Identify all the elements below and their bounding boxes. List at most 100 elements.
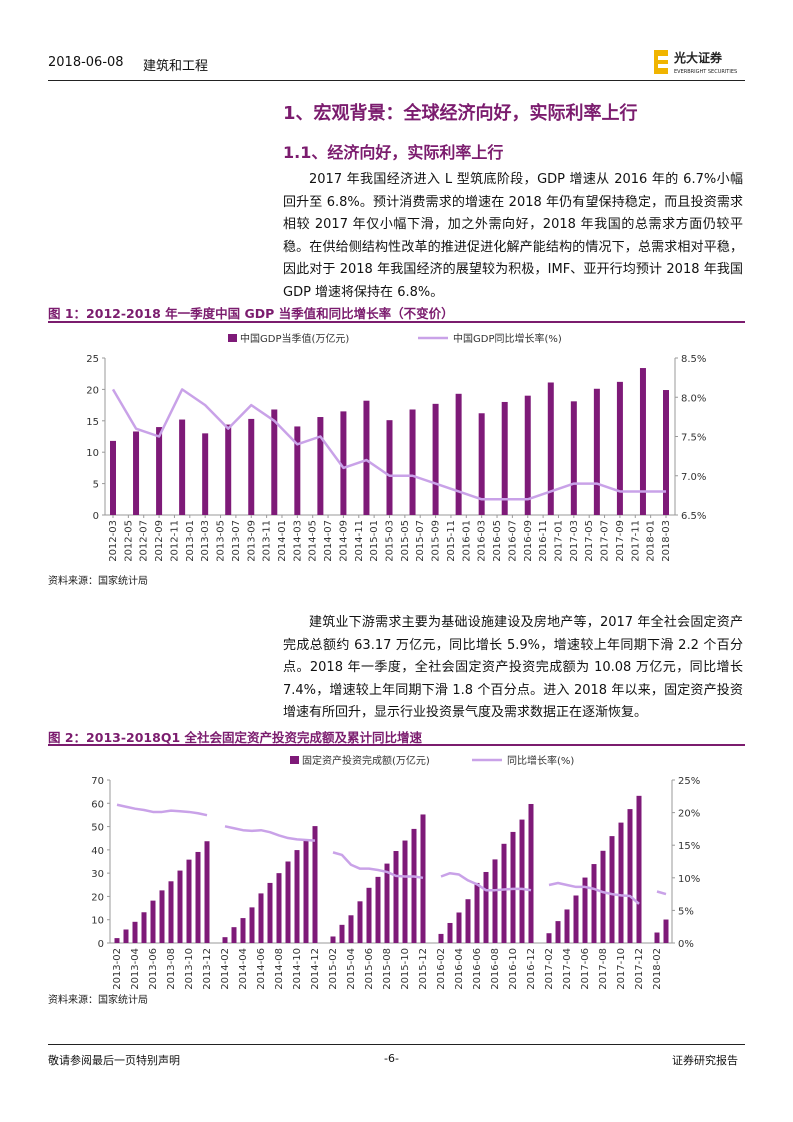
figure-source: 资料来源：国家统计局 [48, 995, 148, 1006]
x-tick-label: 2016-02 [436, 948, 447, 990]
sector: 建筑和工程 [143, 59, 209, 74]
bar [357, 901, 363, 943]
y-tick-label: 60 [91, 799, 104, 810]
footer-rule [48, 1044, 745, 1045]
bar [524, 395, 531, 515]
bar [240, 918, 246, 943]
bar [386, 420, 393, 515]
line-series [440, 871, 532, 892]
x-tick-label: 2012-09 [154, 520, 165, 562]
bar [582, 877, 588, 943]
x-tick-label: 2018-02 [652, 948, 663, 990]
x-tick-label: 2015-05 [400, 520, 411, 562]
x-tick-label: 2013-02 [112, 948, 123, 990]
bar [159, 890, 165, 943]
bar [340, 411, 347, 515]
bar [573, 895, 579, 943]
bar [474, 882, 480, 943]
y-tick-label: 10 [86, 448, 99, 459]
legend-swatch [228, 334, 237, 342]
y2-tick-label: 15% [678, 841, 700, 852]
x-tick-label: 2015-07 [415, 520, 426, 562]
x-tick-label: 2017-04 [562, 948, 573, 990]
bar [110, 440, 116, 515]
y2-tick-label: 7.0% [681, 472, 706, 483]
x-tick-label: 2015-01 [369, 520, 380, 562]
bar [528, 803, 534, 943]
x-tick-label: 2015-12 [418, 948, 429, 990]
bar [141, 912, 147, 943]
bar [547, 382, 554, 515]
bar [501, 401, 508, 515]
x-tick-label: 2012-11 [169, 520, 180, 562]
y2-tick-label: 6.5% [681, 511, 706, 522]
bar [432, 403, 439, 515]
x-tick-label: 2015-09 [431, 520, 442, 562]
x-tick-label: 2016-09 [523, 520, 534, 562]
y-tick-label: 0 [93, 511, 99, 522]
x-tick-label: 2013-07 [231, 520, 242, 562]
bar [339, 924, 345, 943]
bar [519, 819, 525, 943]
x-tick-label: 2017-08 [598, 948, 609, 990]
bar [294, 850, 300, 943]
figure-source: 资料来源：国家统计局 [48, 576, 148, 587]
bar [330, 936, 336, 943]
figure-caption: 图 2：2013-2018Q1 全社会固定资产投资完成额及累计同比增速 [48, 730, 422, 745]
x-tick-label: 2013-09 [246, 520, 257, 562]
bar [411, 828, 417, 943]
line-series [224, 825, 316, 842]
bar [258, 893, 264, 943]
paragraph: 2017 年我国经济进入 L 型筑底阶段，GDP 增速从 2016 年的 6.7… [283, 172, 743, 300]
logo: 光大证券 EVERBRIGHT SECURITIES [654, 50, 737, 75]
x-tick-label: 2015-10 [400, 948, 411, 990]
bar [555, 921, 561, 943]
bar [627, 809, 633, 943]
bar [609, 836, 615, 943]
x-tick-label: 2013-11 [262, 520, 273, 562]
bar [348, 915, 354, 943]
line-series [111, 388, 666, 501]
x-tick-label: 2016-08 [490, 948, 501, 990]
x-tick-label: 2013-12 [202, 948, 213, 990]
x-tick-label: 2015-02 [328, 948, 339, 990]
disclaimer: 敬请参阅最后一页特别声明 [48, 1054, 180, 1067]
bar [317, 417, 324, 515]
x-tick-label: 2012-03 [108, 520, 119, 562]
bar [177, 870, 183, 943]
x-tick-label: 2016-04 [454, 948, 465, 990]
bar [639, 368, 646, 515]
section-heading: 1、宏观背景：全球经济向好，实际利率上行 [283, 103, 638, 124]
x-tick-label: 2013-05 [216, 520, 227, 562]
x-tick-label: 2015-06 [364, 948, 375, 990]
y-tick-label: 30 [91, 869, 104, 880]
bar [375, 876, 381, 943]
y-tick-label: 20 [91, 892, 104, 903]
legend-label: 中国GDP当季值(万亿元) [240, 332, 349, 345]
y-tick-label: 0 [98, 939, 104, 950]
paragraph: 建筑业下游需求主要为基础设施建设及房地产等，2017 年全社会固定资产完成总额约… [283, 615, 743, 720]
bar [483, 871, 489, 943]
y2-tick-label: 8.5% [681, 354, 706, 365]
bar [133, 431, 140, 515]
report-date: 2018-06-08 [48, 55, 124, 70]
x-tick-label: 2014-02 [220, 948, 231, 990]
bar [179, 419, 186, 515]
x-tick-label: 2018-03 [661, 520, 672, 562]
bar [248, 418, 255, 515]
y2-tick-label: 7.5% [681, 433, 706, 444]
x-tick-label: 2017-12 [634, 948, 645, 990]
bar [186, 859, 192, 943]
bar [501, 843, 507, 943]
bar [546, 933, 552, 943]
bar [478, 413, 485, 515]
x-tick-label: 2014-06 [256, 948, 267, 990]
x-tick-label: 2017-07 [600, 520, 611, 562]
y-tick-label: 5 [93, 480, 99, 491]
logo-cn: 光大证券 [673, 50, 723, 65]
bar [225, 424, 232, 515]
y2-tick-label: 8.0% [681, 393, 706, 404]
bar [455, 393, 462, 515]
x-tick-label: 2013-08 [166, 948, 177, 990]
bar [420, 814, 426, 943]
